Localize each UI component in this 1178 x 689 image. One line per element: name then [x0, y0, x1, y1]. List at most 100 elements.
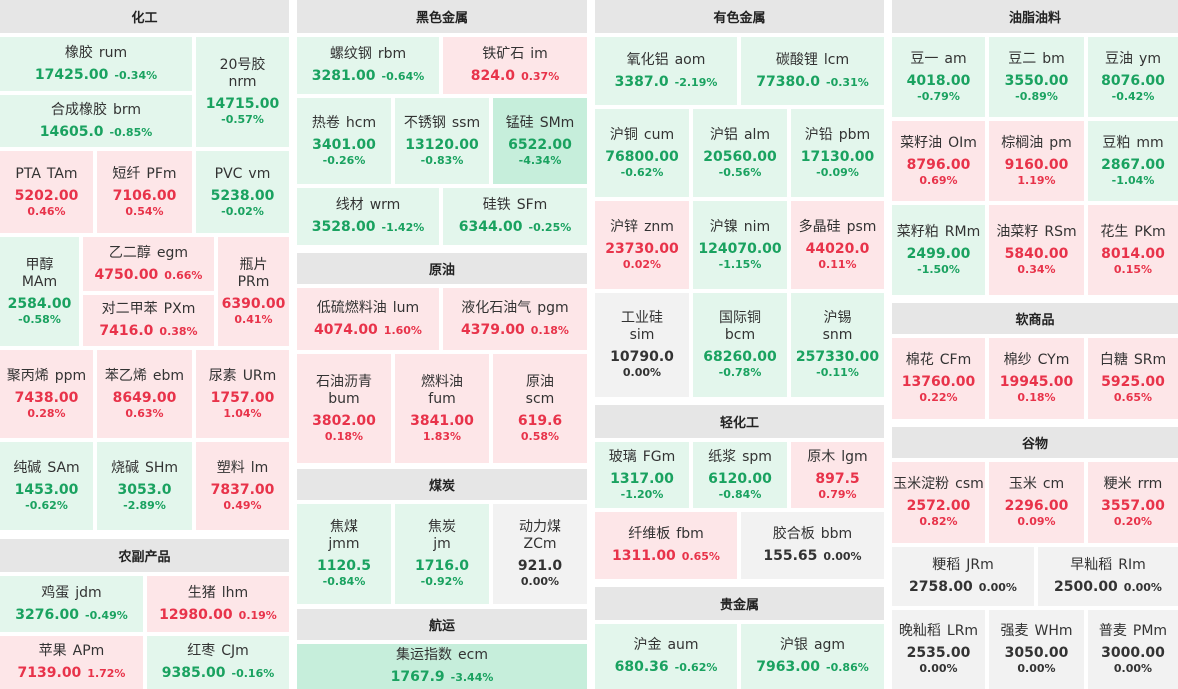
- futures-tile-sim[interactable]: 工业硅 sim 10790.0 0.00%: [595, 293, 689, 397]
- futures-tile-jdm[interactable]: 鸡蛋 jdm 3276.00 -0.49%: [0, 576, 143, 632]
- futures-tile-jm[interactable]: 焦炭 jm 1716.0 -0.92%: [395, 504, 489, 604]
- futures-tile-WHm[interactable]: 强麦 WHm 3050.00 0.00%: [989, 610, 1084, 689]
- contract-code: MAm: [21, 273, 58, 290]
- futures-tile-spm[interactable]: 纸浆 spm 6120.00 -0.84%: [693, 442, 787, 508]
- futures-tile-scm[interactable]: 原油 scm 619.6 0.58%: [493, 354, 587, 463]
- futures-tile-PMm[interactable]: 普麦 PMm 3000.00 0.00%: [1088, 610, 1178, 689]
- futures-tile-ssm[interactable]: 不锈钢 ssm 13120.00 -0.83%: [395, 98, 489, 184]
- futures-tile-egm[interactable]: 乙二醇 egm 4750.00 0.66%: [83, 237, 214, 291]
- futures-tile-OIm[interactable]: 菜籽油 OIm 8796.00 0.69%: [892, 121, 985, 201]
- futures-tile-pbm[interactable]: 沪铅 pbm 17130.00 -0.09%: [791, 109, 884, 197]
- futures-tile-bm[interactable]: 豆二 bm 3550.00 -0.89%: [989, 37, 1084, 117]
- futures-tile-SMm[interactable]: 锰硅 SMm 6522.00 -4.34%: [493, 98, 587, 184]
- contract-label: 晚籼稻 LRm: [899, 623, 978, 640]
- futures-tile-APm[interactable]: 苹果 APm 7139.00 1.72%: [0, 636, 143, 689]
- futures-tile-lm[interactable]: 塑料 lm 7837.00 0.49%: [196, 442, 289, 530]
- futures-tile-pgm[interactable]: 液化石油气 pgm 4379.00 0.18%: [443, 288, 587, 350]
- futures-tile-wrm[interactable]: 线材 wrm 3528.00 -1.42%: [297, 188, 439, 245]
- futures-tile-SFm[interactable]: 硅铁 SFm 6344.00 -0.25%: [443, 188, 587, 245]
- futures-tile-snm[interactable]: 沪锡 snm 257330.00 -0.11%: [791, 293, 884, 397]
- futures-tile-agm[interactable]: 沪银 agm 7963.00 -0.86%: [741, 624, 884, 689]
- futures-tile-PKm[interactable]: 花生 PKm 8014.00 0.15%: [1088, 205, 1178, 295]
- futures-tile-lgm[interactable]: 原木 lgm 897.5 0.79%: [791, 442, 884, 508]
- contract-label: 棉纱 CYm: [1004, 352, 1070, 369]
- contract-code: alm: [743, 126, 771, 143]
- futures-tile-rum[interactable]: 橡胶 rum 17425.00 -0.34%: [0, 37, 192, 91]
- contract-label: 菜籽油 OIm: [900, 135, 977, 152]
- futures-tile-SAm[interactable]: 纯碱 SAm 1453.00 -0.62%: [0, 442, 93, 530]
- futures-tile-CYm[interactable]: 棉纱 CYm 19945.00 0.18%: [989, 338, 1084, 419]
- futures-tile-vm[interactable]: PVC vm 5238.00 -0.02%: [196, 151, 289, 233]
- contract-change-pct: -2.19%: [674, 75, 718, 89]
- futures-tile-bum[interactable]: 石油沥青 bum 3802.00 0.18%: [297, 354, 391, 463]
- contract-label: 乙二醇 egm: [109, 245, 188, 262]
- futures-tile-fum[interactable]: 燃料油 fum 3841.00 1.83%: [395, 354, 489, 463]
- futures-tile-PRm[interactable]: 瓶片 PRm 6390.00 0.41%: [218, 237, 289, 346]
- futures-tile-RMm[interactable]: 菜籽粕 RMm 2499.00 -1.50%: [892, 205, 985, 295]
- contract-code: bum: [328, 390, 360, 407]
- futures-tile-ppm[interactable]: 聚丙烯 ppm 7438.00 0.28%: [0, 350, 93, 438]
- contract-price: 7416.0: [99, 323, 154, 339]
- futures-tile-fbm[interactable]: 纤维板 fbm 1311.00 0.65%: [595, 512, 737, 579]
- futures-tile-alm[interactable]: 沪铝 alm 20560.00 -0.56%: [693, 109, 787, 197]
- futures-tile-MAm[interactable]: 甲醇 MAm 2584.00 -0.58%: [0, 237, 79, 346]
- contract-price: 14715.00: [205, 96, 280, 112]
- futures-tile-bbm[interactable]: 胶合板 bbm 155.65 0.00%: [741, 512, 884, 579]
- contract-label: 玉米 cm: [1009, 476, 1064, 493]
- futures-tile-lhm[interactable]: 生猪 lhm 12980.00 0.19%: [147, 576, 289, 632]
- futures-tile-CFm[interactable]: 棉花 CFm 13760.00 0.22%: [892, 338, 985, 419]
- futures-tile-lum[interactable]: 低硫燃料油 lum 4074.00 1.60%: [297, 288, 439, 350]
- contract-change-pct: 0.00%: [1113, 662, 1153, 675]
- futures-tile-rbm[interactable]: 螺纹钢 rbm 3281.00 -0.64%: [297, 37, 439, 94]
- futures-tile-cm[interactable]: 玉米 cm 2296.00 0.09%: [989, 462, 1084, 543]
- contract-name: 纸浆: [708, 448, 737, 465]
- contract-quote: 3281.00 -0.64%: [312, 67, 425, 85]
- futures-tile-brm[interactable]: 合成橡胶 brm 14605.0 -0.85%: [0, 95, 192, 147]
- futures-tile-lcm[interactable]: 碳酸锂 lcm 77380.0 -0.31%: [741, 37, 884, 105]
- futures-tile-JRm[interactable]: 粳稻 JRm 2758.00 0.00%: [892, 547, 1034, 606]
- futures-tile-ym[interactable]: 豆油 ym 8076.00 -0.42%: [1088, 37, 1178, 117]
- futures-tile-jmm[interactable]: 焦煤 jmm 1120.5 -0.84%: [297, 504, 391, 604]
- futures-tile-SRm[interactable]: 白糖 SRm 5925.00 0.65%: [1088, 338, 1178, 419]
- contract-label: 硅铁 SFm: [483, 197, 548, 214]
- futures-tile-nim[interactable]: 沪镍 nim 124070.00 -1.15%: [693, 201, 787, 289]
- futures-tile-FGm[interactable]: 玻璃 FGm 1317.00 -1.20%: [595, 442, 689, 508]
- futures-tile-psm[interactable]: 多晶硅 psm 44020.0 0.11%: [791, 201, 884, 289]
- futures-tile-hcm[interactable]: 热卷 hcm 3401.00 -0.26%: [297, 98, 391, 184]
- futures-tile-SHm[interactable]: 烧碱 SHm 3053.0 -2.89%: [97, 442, 192, 530]
- futures-tile-ZCm[interactable]: 动力煤 ZCm 921.0 0.00%: [493, 504, 587, 604]
- futures-tile-aom[interactable]: 氧化铝 aom 3387.0 -2.19%: [595, 37, 737, 105]
- contract-price: 68260.00: [703, 349, 777, 365]
- contract-change-pct: 0.00%: [978, 581, 1017, 594]
- futures-tile-PFm[interactable]: 短纤 PFm 7106.00 0.54%: [97, 151, 192, 233]
- contract-name: 沪锌: [610, 218, 639, 235]
- futures-tile-im[interactable]: 铁矿石 im 824.0 0.37%: [443, 37, 587, 94]
- futures-tile-URm[interactable]: 尿素 URm 1757.00 1.04%: [196, 350, 289, 438]
- futures-tile-nrm[interactable]: 20号胶 nrm 14715.00 -0.57%: [196, 37, 289, 147]
- futures-tile-RSm[interactable]: 油菜籽 RSm 5840.00 0.34%: [989, 205, 1084, 295]
- futures-tile-am[interactable]: 豆一 am 4018.00 -0.79%: [892, 37, 985, 117]
- contract-name: 液化石油气: [461, 299, 532, 316]
- contract-name: 螺纹钢: [329, 46, 372, 62]
- contract-code: ssm: [451, 114, 481, 131]
- futures-tile-csm[interactable]: 玉米淀粉 csm 2572.00 0.82%: [892, 462, 985, 543]
- contract-quote: 7963.00 -0.86%: [756, 658, 869, 676]
- contract-code: znm: [644, 218, 674, 235]
- contract-code: bcm: [724, 327, 756, 343]
- contract-label: 粳米 rrm: [1104, 476, 1163, 493]
- futures-tile-aum[interactable]: 沪金 aum 680.36 -0.62%: [595, 624, 737, 689]
- futures-tile-TAm[interactable]: PTA TAm 5202.00 0.46%: [0, 151, 93, 233]
- futures-tile-pm[interactable]: 棕榈油 pm 9160.00 1.19%: [989, 121, 1084, 201]
- futures-tile-LRm[interactable]: 晚籼稻 LRm 2535.00 0.00%: [892, 610, 985, 689]
- futures-tile-rrm[interactable]: 粳米 rrm 3557.00 0.20%: [1088, 462, 1178, 543]
- futures-tile-CJm[interactable]: 红枣 CJm 9385.00 -0.16%: [147, 636, 289, 689]
- futures-tile-znm[interactable]: 沪锌 znm 23730.00 0.02%: [595, 201, 689, 289]
- futures-tile-cum[interactable]: 沪铜 cum 76800.00 -0.62%: [595, 109, 689, 197]
- contract-quote: 7139.00 1.72%: [18, 664, 126, 682]
- futures-tile-bcm[interactable]: 国际铜 bcm 68260.00 -0.78%: [693, 293, 787, 397]
- futures-tile-ecm[interactable]: 集运指数 ecm 1767.9 -3.44%: [297, 644, 587, 689]
- futures-tile-PXm[interactable]: 对二甲苯 PXm 7416.0 0.38%: [83, 295, 214, 346]
- futures-tile-RIm[interactable]: 早籼稻 RIm 2500.00 0.00%: [1038, 547, 1178, 606]
- futures-tile-mm[interactable]: 豆粕 mm 2867.00 -1.04%: [1088, 121, 1178, 201]
- futures-tile-ebm[interactable]: 苯乙烯 ebm 8649.00 0.63%: [97, 350, 192, 438]
